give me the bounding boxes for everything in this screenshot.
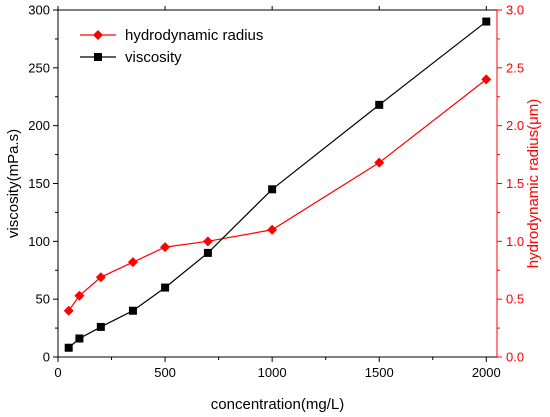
y-tick-label-left: 150 — [28, 176, 50, 191]
data-point-viscosity — [375, 100, 384, 109]
y-tick-label-left: 100 — [28, 234, 50, 249]
data-point-viscosity — [75, 334, 84, 343]
y-axis-title-left: viscosity(mPa.s) — [5, 129, 22, 238]
y-tick-label-right: 0.5 — [506, 292, 524, 307]
y-axis-title-right: hydrodynamic radius(μm) — [525, 99, 542, 269]
y-tick-label-right: 0.0 — [506, 350, 524, 365]
data-point-viscosity — [161, 283, 170, 292]
data-point-hydrodynamic-radius — [202, 236, 213, 247]
y-tick-label-right: 1.0 — [506, 234, 524, 249]
x-tick-label: 0 — [54, 365, 61, 380]
data-point-hydrodynamic-radius — [95, 272, 106, 283]
data-point-viscosity — [64, 343, 73, 352]
y-tick-label-left: 0 — [43, 350, 50, 365]
series-hydrodynamic-radius — [63, 74, 492, 316]
y-tick-label-right: 2.5 — [506, 60, 524, 75]
data-point-viscosity — [96, 322, 105, 331]
legend-label-hydrodynamic-radius: hydrodynamic radius — [125, 27, 263, 44]
plot-area — [63, 17, 492, 352]
y-tick-label-right: 3.0 — [506, 3, 524, 18]
x-tick-label: 500 — [154, 365, 176, 380]
series-line-viscosity — [68, 21, 487, 349]
data-point-viscosity — [128, 306, 137, 315]
series-line-hydrodynamic-radius — [68, 78, 487, 312]
axes: 0 500 1000 1500 2000 0 50 100 150 200 250 300 0.0 0.5… — [28, 3, 524, 381]
data-point-hydrodynamic-radius — [127, 257, 138, 268]
data-point-hydrodynamic-radius — [481, 74, 492, 85]
y-tick-label-left: 300 — [28, 3, 50, 18]
series-viscosity — [64, 17, 491, 352]
data-point-viscosity — [268, 185, 277, 194]
y-tick-label-left: 200 — [28, 118, 50, 133]
data-point-hydrodynamic-radius — [63, 305, 74, 316]
legend-marker-hydrodynamic-radius — [93, 30, 103, 40]
legend-label-viscosity: viscosity — [125, 49, 182, 66]
data-point-hydrodynamic-radius — [374, 157, 385, 168]
x-tick-label: 1500 — [365, 365, 394, 380]
legend: hydrodynamic radius viscosity — [80, 27, 263, 66]
y-tick-label-right: 2.0 — [506, 118, 524, 133]
legend-marker-viscosity — [94, 53, 102, 61]
y-tick-label-left: 50 — [36, 292, 50, 307]
data-point-viscosity — [482, 17, 491, 26]
x-tick-label: 1000 — [258, 365, 287, 380]
data-point-hydrodynamic-radius — [267, 224, 278, 235]
x-tick-label: 2000 — [472, 365, 501, 380]
x-axis-title: concentration(mg/L) — [211, 396, 344, 413]
data-point-hydrodynamic-radius — [74, 290, 85, 301]
data-point-viscosity — [203, 248, 212, 257]
y-tick-label-right: 1.5 — [506, 176, 524, 191]
y-tick-label-left: 250 — [28, 60, 50, 75]
data-point-hydrodynamic-radius — [160, 242, 171, 253]
